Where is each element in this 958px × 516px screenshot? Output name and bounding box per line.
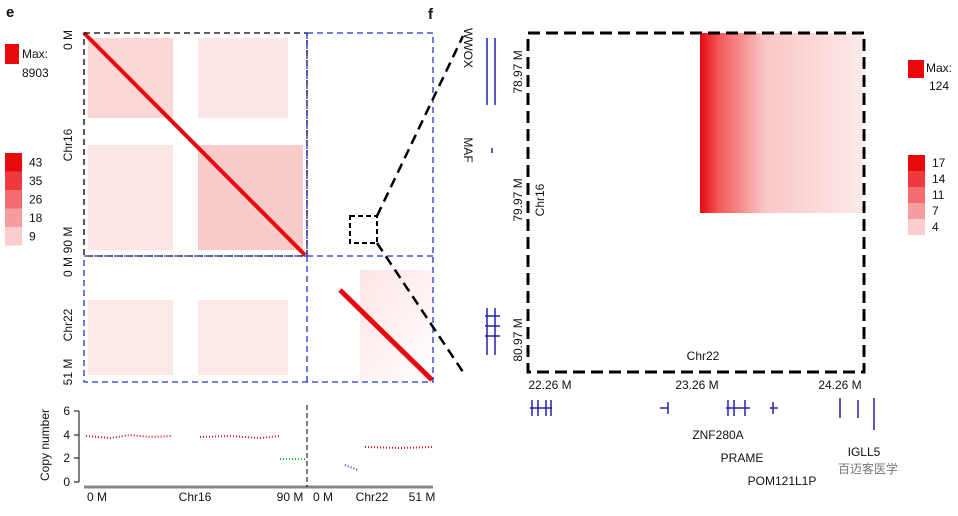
panel-label: e [6, 4, 14, 21]
scale-label: 35 [29, 174, 43, 188]
scale-swatch [5, 171, 22, 190]
y-label: 80.97 M [511, 318, 525, 361]
y-label: Chr22 [61, 308, 75, 341]
gene-label: IGLL5 [848, 445, 881, 459]
cn-points [364, 446, 433, 450]
scale-label: 43 [29, 155, 43, 169]
scale-label: 7 [932, 204, 939, 218]
gene-label: MAF [461, 137, 475, 162]
axis-labels: 78.97 M 79.97 M 80.97 M 22.26 M 23.26 M 24.26… [511, 50, 862, 392]
max-value: 8903 [22, 66, 49, 80]
panel-f: f 78.97 M 79.97 M 80.97 M 22.26 M 23.26 M 24.… [428, 6, 952, 488]
max-value: 124 [929, 79, 949, 93]
gene-track [530, 398, 875, 430]
y-label: 51 M [61, 359, 75, 386]
zoom-line [375, 35, 465, 217]
x-label: 0 M [313, 490, 333, 504]
scale-label: 4 [932, 220, 939, 234]
scale-swatch [908, 171, 925, 187]
scale-swatch [908, 219, 925, 235]
panel-label: f [428, 6, 434, 23]
max-label: Max: [22, 47, 48, 61]
scale-swatch [5, 208, 22, 227]
y-label: Chr16 [61, 128, 75, 161]
y-tick-label: 2 [63, 451, 70, 465]
zoom-line [375, 242, 467, 376]
cn-points [344, 464, 359, 471]
y-tick-label: 4 [63, 428, 70, 442]
heat-block [360, 270, 432, 380]
trans-box [83, 32, 434, 383]
x-label: 51 M [409, 490, 436, 504]
scale-swatch [5, 227, 22, 246]
watermark: 百迈客医学 [838, 461, 898, 476]
y-label: 0 M [61, 30, 75, 50]
x-label: 0 M [87, 490, 107, 504]
y-tick-label: 6 [63, 404, 70, 418]
x-labels: 0 M Chr16 90 M 0 M Chr22 51 M [87, 490, 435, 504]
scale-label: 11 [932, 188, 945, 202]
y-label: 0 M [61, 257, 75, 277]
cn-points [199, 434, 281, 440]
y-chrom: Chr16 [533, 183, 547, 216]
color-scale: 43 35 26 18 9 [5, 153, 43, 246]
y-axis-label: Copy number [38, 409, 52, 481]
x-chrom: Chr22 [687, 349, 720, 363]
scale-swatch [5, 190, 22, 209]
y-tick-label: 0 [63, 475, 70, 489]
max-label: Max: [926, 61, 952, 75]
heat-block [88, 145, 173, 250]
y-label: 90 M [61, 227, 75, 254]
diagonal [82, 31, 307, 257]
scale-label: 14 [932, 172, 946, 186]
gene-label: PRAME [721, 451, 764, 465]
scale-label: 9 [29, 229, 36, 243]
x-label: 24.26 M [818, 378, 861, 392]
max-swatch [908, 60, 924, 78]
x-label: Chr22 [356, 490, 389, 504]
heat-block [700, 33, 862, 213]
heat-block [88, 300, 173, 375]
max-swatch [5, 44, 19, 64]
y-label: 78.97 M [511, 50, 525, 93]
scale-swatch [908, 155, 925, 171]
zoom-box [349, 215, 378, 244]
gene-label: WWOX [461, 28, 475, 68]
gene-label: ZNF280A [692, 428, 743, 442]
scale-label: 18 [29, 211, 43, 225]
gene-track [485, 38, 500, 355]
scale-label: 26 [29, 192, 43, 206]
heat-block [198, 300, 288, 375]
cn-points [85, 433, 173, 440]
x-label: Chr16 [179, 490, 212, 504]
scale-label: 17 [932, 156, 946, 170]
copy-number-axis: 6 4 2 0 [63, 404, 80, 489]
gene-label: POM121L1P [748, 474, 817, 488]
scale-swatch [5, 153, 22, 172]
scale-swatch [908, 187, 925, 203]
x-label: 90 M [277, 490, 304, 504]
heat-block [198, 38, 288, 118]
scale-swatch [908, 203, 925, 219]
y-labels: 0 M Chr16 90 M 0 M Chr22 51 M [61, 30, 75, 385]
color-scale: 17 14 11 7 4 [908, 155, 946, 235]
x-label: 23.26 M [675, 378, 718, 392]
zoom-frame [526, 31, 866, 374]
x-label: 22.26 M [528, 378, 571, 392]
y-label: 79.97 M [511, 178, 525, 221]
diagonal [338, 288, 434, 382]
